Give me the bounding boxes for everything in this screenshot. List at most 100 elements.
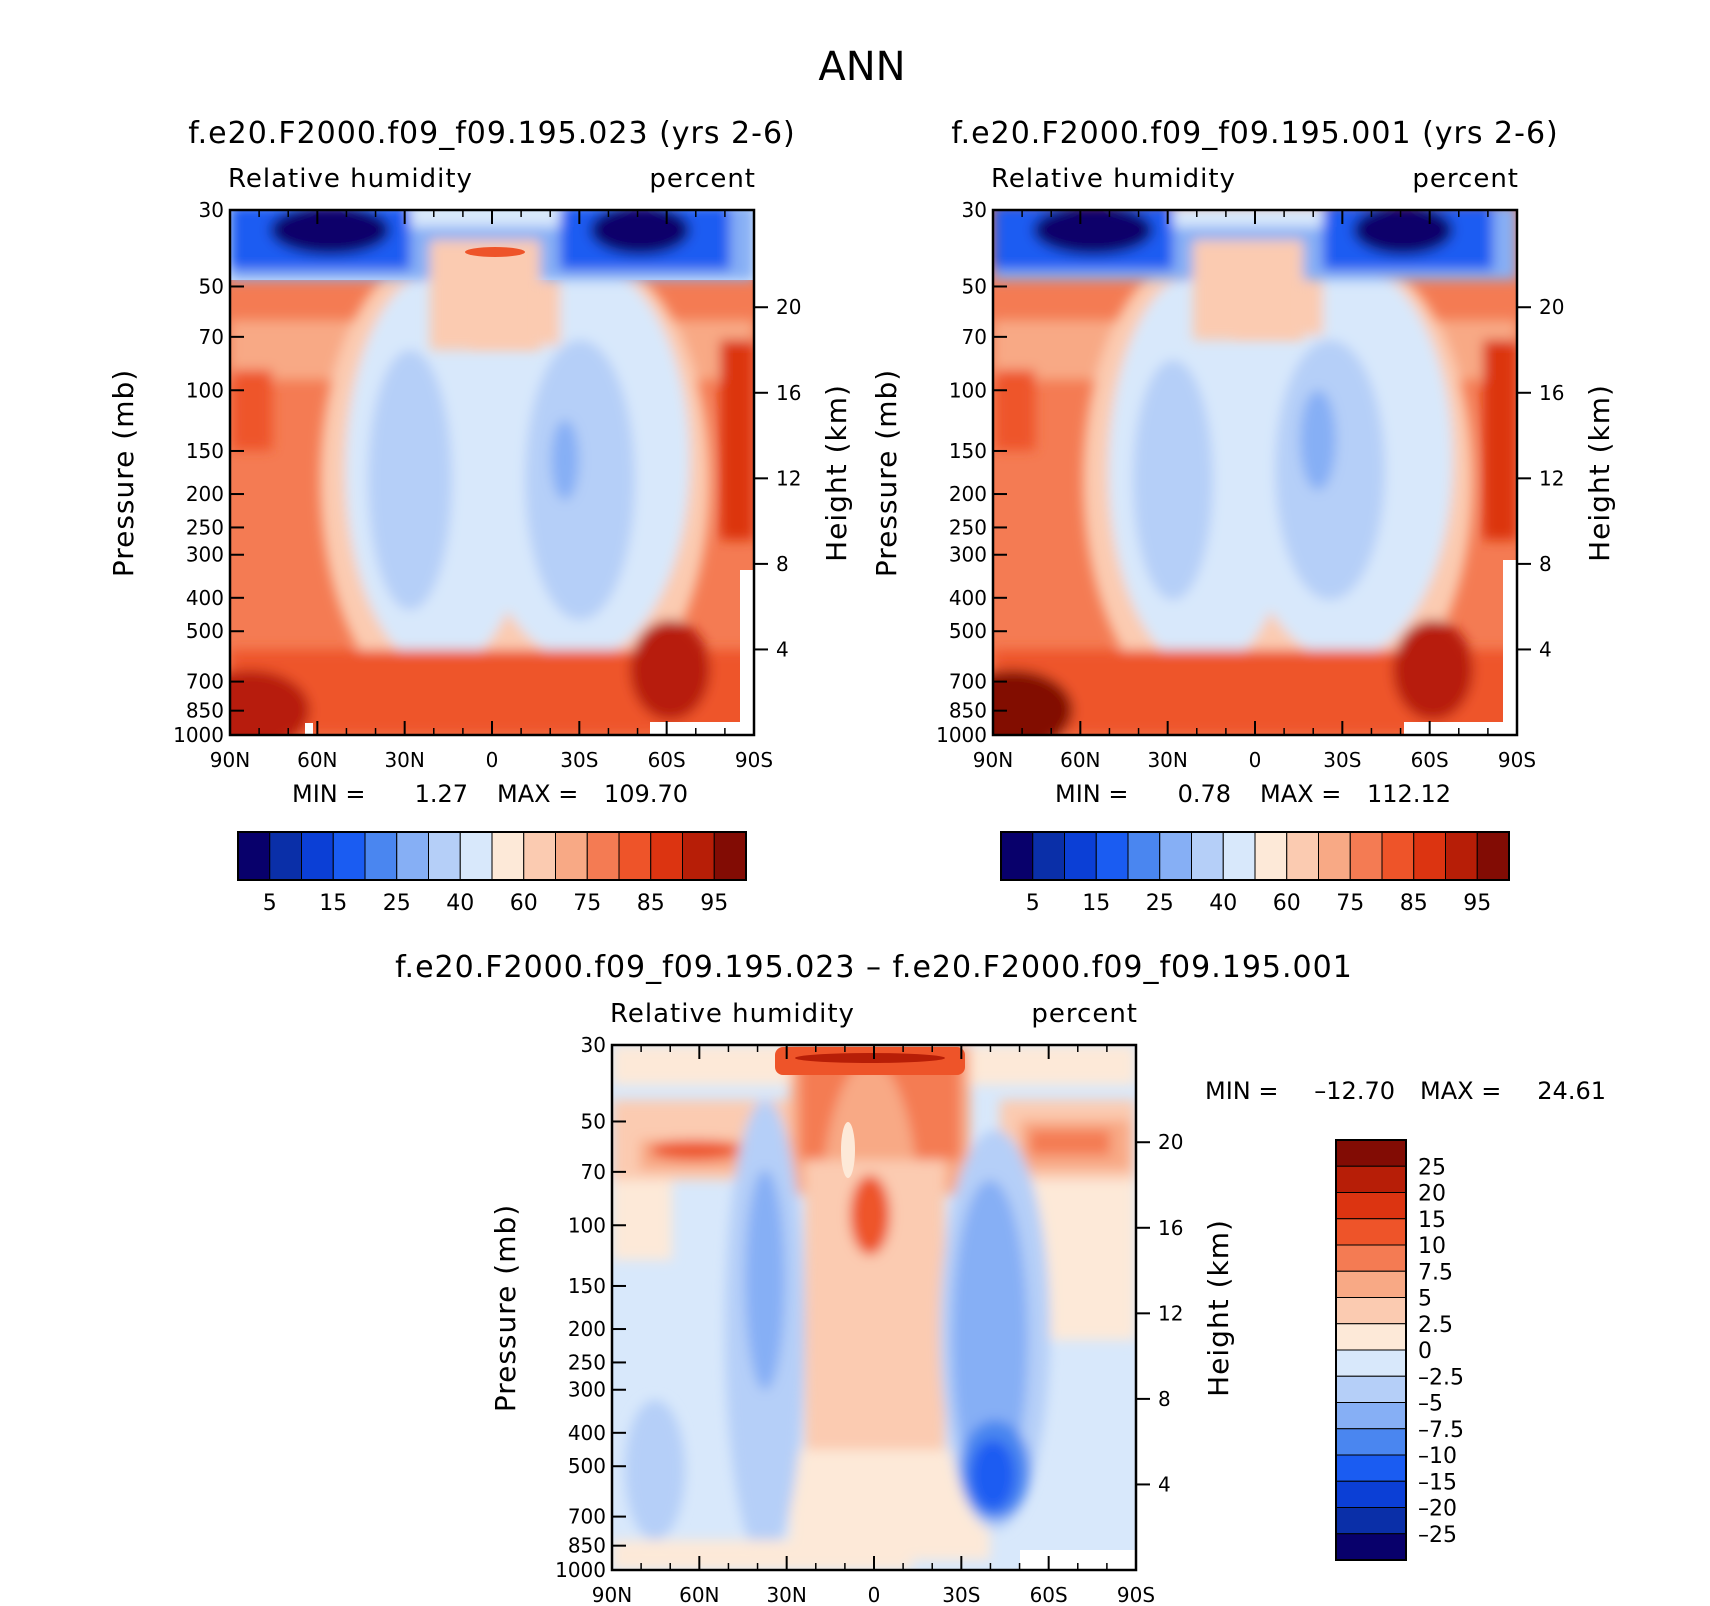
colorbar-tick-label: 60 [510, 891, 538, 916]
panel-3-ytick-label: 100 [568, 1213, 606, 1237]
panel-1-ytick-label: 1000 [173, 723, 224, 747]
colorbar-tick-label: 75 [573, 891, 601, 916]
colorbar-swatch [396, 831, 429, 881]
panel-2-max-label: MAX = [1260, 780, 1341, 808]
colorbar-tick-label: 40 [1209, 891, 1237, 916]
colorbar-swatch [1032, 831, 1065, 881]
colorbar-tick-label: 85 [637, 891, 665, 916]
panel-3-contour-field [612, 1045, 1136, 1570]
panel-2-ytick-label: 200 [949, 482, 987, 506]
panel-3-xtick-label: 60N [679, 1583, 719, 1606]
colorbar-tick-label: 75 [1336, 891, 1364, 916]
panel-3-height-tick-label: 8 [1158, 1387, 1171, 1411]
panel-1-height-tick-label: 16 [776, 381, 801, 405]
panel-1-xtick-label: 90N [210, 748, 250, 772]
colorbar-tick-label: 5 [263, 891, 277, 916]
colorbar-tick-label: 60 [1273, 891, 1301, 916]
panel-3-height-tick-label: 20 [1158, 1130, 1183, 1154]
panel-2-ytick-label: 850 [949, 699, 987, 723]
colorbar-swatch [459, 831, 493, 881]
colorbar-swatch [1222, 831, 1256, 881]
panel-1-ytick-label: 200 [186, 482, 224, 506]
colorbar-swatch [301, 831, 334, 881]
colorbar-swatch [1095, 831, 1129, 881]
panel-2-ytick-label: 30 [962, 198, 987, 222]
panel-2-ylabel: Pressure (mb) [870, 369, 903, 577]
panel-2-colorbar: 5 15 25 40 60 75 85 95 [1000, 831, 1510, 916]
colorbar-tick-label: –10 [1418, 1444, 1457, 1469]
panel-3-max-value: 24.61 [1537, 1077, 1606, 1105]
panel-1-xtick-label: 90S [735, 748, 773, 772]
colorbar-swatch [1286, 831, 1319, 881]
colorbar-tick-label: 85 [1400, 891, 1428, 916]
colorbar-swatch [1159, 831, 1192, 881]
panel-2-ytick-label: 700 [949, 670, 987, 694]
colorbar-tick-label: 95 [700, 891, 728, 916]
panel-1-ytick-label: 30 [199, 198, 224, 222]
panel-1-ylabel: Pressure (mb) [107, 369, 140, 577]
panel-2-min-value: 0.78 [1178, 780, 1231, 808]
panel-2-xtick-label: 30S [1323, 748, 1361, 772]
panel-3-height-tick-label: 4 [1158, 1472, 1171, 1496]
panel-3-ytick-label: 150 [568, 1274, 606, 1298]
panel-2-height-tick-label: 12 [1539, 466, 1564, 490]
panel-1-xtick-label: 60N [297, 748, 337, 772]
colorbar-frame [1335, 1139, 1407, 1561]
panel-1-xtick-label: 60S [648, 748, 686, 772]
panel-3-ytick-label: 300 [568, 1378, 606, 1402]
panel-1-min-label: MIN = [292, 780, 365, 808]
colorbar-tick-label: 20 [1418, 1182, 1446, 1207]
panel-2-contour-field [993, 210, 1517, 735]
panel-3-xtick-label: 0 [868, 1583, 881, 1606]
colorbar-tick-label: –5 [1418, 1392, 1443, 1417]
colorbar-swatch [1413, 831, 1446, 881]
panel-2-right-label: percent [1412, 164, 1519, 194]
colorbar-tick-label: –20 [1418, 1497, 1457, 1522]
colorbar-tick-label: –7.5 [1418, 1418, 1464, 1443]
panel-3-ylabel: Pressure (mb) [489, 1204, 522, 1412]
panel-2-xtick-label: 0 [1249, 748, 1262, 772]
panel-1-left-label: Relative humidity [228, 164, 473, 194]
panel-3-y2label: Height (km) [1202, 1219, 1235, 1397]
panel-3-right-label: percent [1031, 999, 1138, 1029]
colorbar-tick-label: 15 [1082, 891, 1110, 916]
panel-1-ytick-label: 700 [186, 670, 224, 694]
panel-1-ytick-label: 300 [186, 543, 224, 567]
panel-3-max-label: MAX = [1420, 1077, 1501, 1105]
panel-1-ytick-label: 50 [199, 274, 224, 298]
colorbar-tick-label: 95 [1463, 891, 1491, 916]
panel-3-ytick-label: 1000 [555, 1558, 606, 1582]
panel-3-ytick-label: 70 [581, 1160, 606, 1184]
colorbar-tick-label: 7.5 [1418, 1260, 1453, 1285]
colorbar-tick-label: 25 [383, 891, 411, 916]
colorbar-tick-label: 40 [446, 891, 474, 916]
panel-2-ytick-label: 1000 [936, 723, 987, 747]
colorbar-swatch [1381, 831, 1415, 881]
panel-1-y2label: Height (km) [820, 384, 853, 562]
colorbar-swatch [1335, 1428, 1407, 1456]
colorbar-swatch [618, 831, 652, 881]
colorbar-swatch [1254, 831, 1288, 881]
panel-2-xtick-label: 90N [973, 748, 1013, 772]
colorbar-swatch [1335, 1402, 1407, 1430]
colorbar-swatch [1191, 831, 1224, 881]
colorbar-tick-label: –2.5 [1418, 1365, 1464, 1390]
panel-3-min-label: MIN = [1205, 1077, 1278, 1105]
panel-1-xtick-label: 0 [486, 748, 499, 772]
colorbar-tick-label: 5 [1026, 891, 1040, 916]
panel-2-height-tick-label: 4 [1539, 637, 1552, 661]
colorbar-swatch [364, 831, 398, 881]
panel-2-ytick-label: 400 [949, 586, 987, 610]
colorbar-frame [1000, 831, 1510, 881]
panel-2: f.e20.F2000.f09_f09.195.001 (yrs 2-6) Re… [870, 116, 1616, 916]
colorbar-swatch [1335, 1533, 1407, 1561]
panel-3-xtick-label: 90N [592, 1583, 632, 1606]
colorbar-tick-label: 15 [1418, 1208, 1446, 1233]
panel-3-xtick-label: 30N [766, 1583, 806, 1606]
colorbar-swatch [1335, 1375, 1407, 1403]
colorbar-swatch [1349, 831, 1383, 881]
